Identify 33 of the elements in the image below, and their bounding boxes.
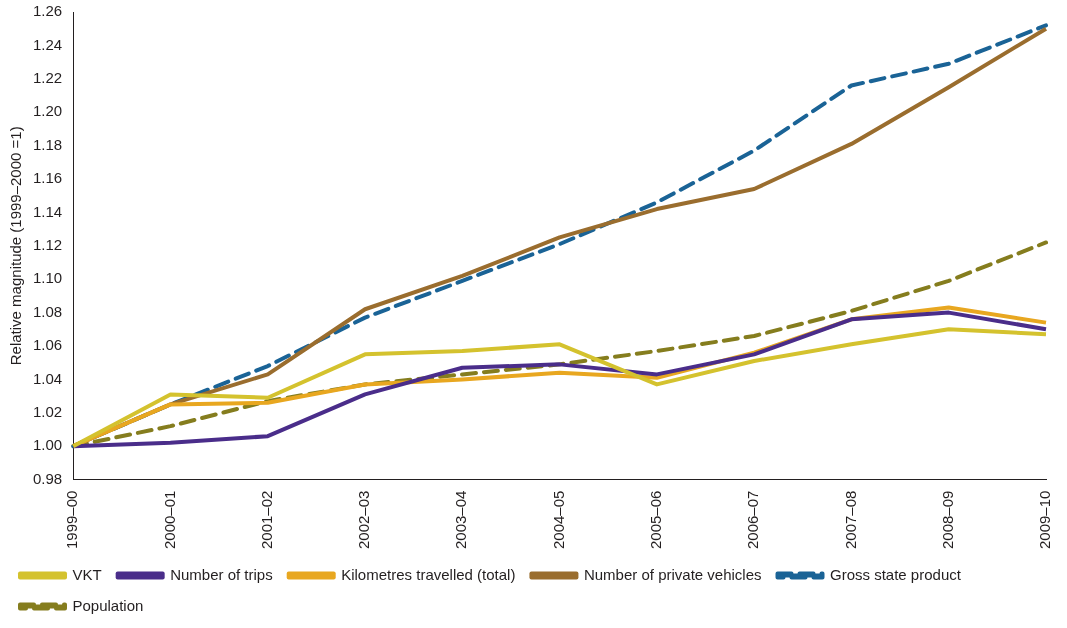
y-tick-label: 1.14 — [32, 202, 63, 220]
x-tick-label: 2000–01 — [160, 490, 178, 550]
y-tick-label: 1.04 — [32, 369, 63, 387]
x-tick-label: 2007–08 — [841, 490, 859, 550]
y-tick-label: 1.20 — [32, 102, 63, 120]
y-tick-label: 1.06 — [32, 336, 63, 354]
x-tick-label: 2002–03 — [355, 490, 373, 550]
x-tick-label: 2003–04 — [452, 490, 470, 550]
x-tick-label: 2008–09 — [938, 490, 956, 550]
y-tick-label: 1.08 — [32, 302, 63, 320]
y-tick-label: 1.24 — [32, 35, 63, 53]
legend-label: Number of trips — [170, 565, 273, 583]
legend-label: Number of private vehicles — [583, 565, 762, 583]
y-tick-label: 1.10 — [32, 269, 63, 287]
legend-label: Kilometres travelled (total) — [341, 565, 516, 583]
y-tick-label: 1.12 — [32, 235, 63, 253]
x-tick-label: 1999–00 — [63, 490, 81, 550]
y-tick-label: 1.18 — [32, 135, 63, 153]
legend-label: VKT — [72, 565, 102, 583]
legend-label: Gross state product — [830, 565, 962, 583]
y-axis-title: Relative magnitude (1999–2000 =1) — [7, 126, 25, 366]
y-tick-label: 1.26 — [32, 2, 63, 20]
x-tick-label: 2004–05 — [549, 490, 567, 550]
y-tick-label: 1.00 — [32, 436, 63, 454]
y-tick-label: 1.02 — [32, 402, 63, 420]
x-tick-label: 2001–02 — [257, 490, 275, 550]
x-tick-label: 2009–10 — [1036, 490, 1054, 550]
y-tick-label: 0.98 — [32, 469, 63, 487]
x-tick-label: 2005–06 — [647, 490, 665, 550]
x-tick-label: 2006–07 — [744, 490, 762, 550]
y-tick-label: 1.22 — [32, 68, 63, 86]
y-tick-label: 1.16 — [32, 169, 63, 187]
legend-label: Population — [72, 596, 144, 614]
